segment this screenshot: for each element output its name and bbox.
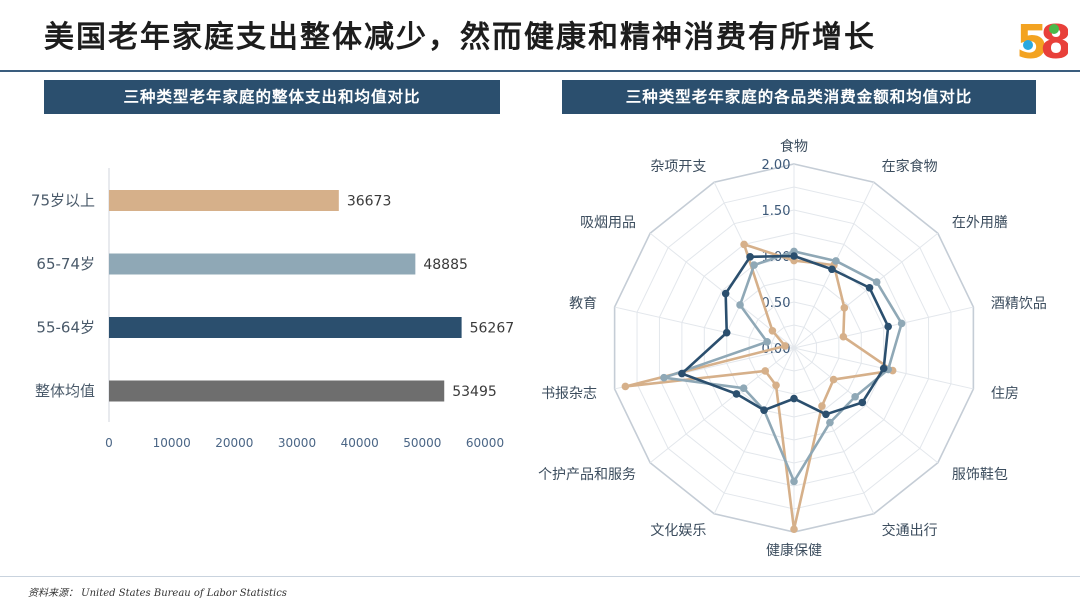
radar-point — [768, 326, 777, 335]
radar-point — [839, 332, 848, 341]
radar-point — [621, 382, 630, 391]
x-tick-label: 0 — [105, 436, 113, 450]
radar-point — [897, 319, 906, 328]
radar-axis-label: 健康保健 — [766, 542, 822, 559]
svg-text:5: 5 — [1016, 15, 1048, 64]
radar-point — [790, 394, 798, 403]
radar-point — [790, 525, 798, 534]
radar-axis-label: 住房 — [991, 386, 1019, 402]
radar-point — [884, 322, 892, 331]
radar-point — [790, 252, 798, 260]
radar-axis-label: 服饰鞋包 — [952, 467, 1008, 483]
radar-point — [781, 342, 789, 350]
x-tick-label: 40000 — [341, 436, 379, 450]
radar-axis-label: 食物 — [780, 138, 808, 155]
radar-point — [660, 373, 668, 382]
radar-axis-label: 杂项开支 — [650, 159, 706, 175]
radar-point — [851, 392, 859, 401]
radar-chart-title: 三种类型老年家庭的各品类消费金额和均值对比 — [562, 80, 1036, 114]
radar-point — [829, 375, 838, 384]
bar — [109, 317, 462, 338]
radar-point — [722, 328, 731, 337]
radar-point — [822, 410, 830, 419]
radar-spoke — [793, 347, 875, 514]
bar-value-label: 56267 — [470, 321, 515, 337]
svg-text:8: 8 — [1040, 15, 1068, 64]
radar-series-line — [624, 243, 894, 531]
radar-point — [790, 477, 798, 486]
radar-spoke — [793, 347, 939, 464]
radar-point — [761, 367, 770, 375]
radar-axis-label: 在家食物 — [882, 158, 938, 175]
radar-axis-label: 交通出行 — [882, 522, 938, 539]
radar-point — [736, 301, 744, 309]
radar-point — [826, 418, 834, 427]
radar-point — [772, 381, 780, 390]
radar-axis-label: 在外用膳 — [952, 215, 1008, 231]
radar-ring-label: 2.00 — [762, 158, 791, 173]
page-title: 美国老年家庭支出整体减少，然而健康和精神消费有所增长 — [44, 20, 876, 55]
radar-ring-label: 1.50 — [762, 204, 791, 219]
bar — [109, 253, 416, 275]
bar-chart-title: 三种类型老年家庭的整体支出和均值对比 — [44, 80, 500, 114]
radar-spoke — [649, 347, 795, 464]
radar-point — [840, 304, 849, 312]
radar-axis-label: 教育 — [569, 296, 597, 312]
bar — [109, 190, 339, 211]
radar-point — [750, 261, 758, 269]
radar-spoke — [793, 232, 939, 349]
bar-category-label: 75岁以上 — [31, 192, 95, 210]
radar-axis-label: 个护产品和服务 — [538, 467, 636, 483]
x-tick-label: 10000 — [153, 436, 191, 450]
x-tick-label: 60000 — [466, 436, 504, 450]
radar-series-line — [680, 254, 890, 416]
radar-axis-label: 酒精饮品 — [991, 296, 1047, 312]
radar-point — [872, 278, 881, 286]
radar-point — [746, 253, 754, 261]
radar-point — [732, 390, 741, 398]
x-tick-label: 50000 — [403, 436, 441, 450]
radar-point — [678, 369, 686, 378]
radar-point — [763, 338, 771, 346]
radar-spoke — [793, 306, 974, 349]
radar-point — [879, 364, 888, 373]
radar-point — [865, 283, 874, 292]
radar-axis-label: 书报杂志 — [541, 386, 597, 402]
bar — [109, 380, 445, 402]
brand-logo: 5 8 — [1016, 15, 1068, 64]
radar-point — [818, 402, 826, 410]
radar-point — [832, 257, 840, 265]
radar-axis-label: 文化娱乐 — [650, 523, 706, 539]
radar-point — [740, 240, 748, 249]
source-note: 资料来源： United States Bureau of Labor Stat… — [28, 588, 287, 599]
radar-spoke — [713, 347, 795, 514]
x-tick-label: 30000 — [278, 436, 316, 450]
radar-point — [858, 398, 867, 407]
bar-category-label: 55-64岁 — [36, 319, 95, 337]
bar-value-label: 36673 — [347, 194, 392, 210]
radar-point — [721, 289, 730, 298]
radar-axis-label: 吸烟用品 — [580, 215, 636, 231]
bar-value-label: 53495 — [452, 384, 497, 400]
footer-divider — [0, 576, 1080, 577]
radar-chart: 0.000.501.001.502.00食物在家食物在外用膳酒精饮品住房服饰鞋包… — [538, 138, 1047, 559]
x-tick-label: 20000 — [215, 436, 253, 450]
bar-value-label: 48885 — [423, 257, 468, 273]
radar-ring-label: 0.50 — [762, 296, 791, 311]
radar-point — [739, 384, 748, 392]
bar-chart: 75岁以上 36673 65-74岁 48885 55-64岁 56267 整体均值 5349… — [31, 168, 515, 450]
radar-point — [828, 265, 836, 274]
bar-category-label: 65-74岁 — [36, 255, 95, 273]
bar-category-label: 整体均值 — [35, 382, 95, 400]
radar-point — [760, 406, 768, 414]
title-divider — [0, 70, 1080, 72]
